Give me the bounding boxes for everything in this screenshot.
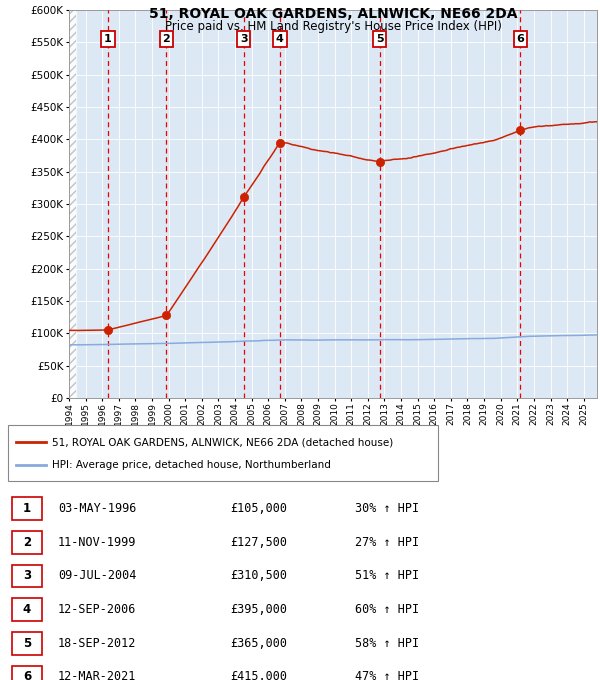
Text: HPI: Average price, detached house, Northumberland: HPI: Average price, detached house, Nort… xyxy=(52,460,331,470)
Bar xyxy=(8,425,438,481)
Text: 09-JUL-2004: 09-JUL-2004 xyxy=(58,569,136,583)
Text: 3: 3 xyxy=(240,34,247,44)
Text: 2: 2 xyxy=(163,34,170,44)
Text: 6: 6 xyxy=(517,34,524,44)
Text: £395,000: £395,000 xyxy=(230,603,287,616)
Text: 5: 5 xyxy=(23,636,31,650)
Text: 47% ↑ HPI: 47% ↑ HPI xyxy=(355,670,419,680)
Bar xyxy=(12,666,42,680)
Text: 51% ↑ HPI: 51% ↑ HPI xyxy=(355,569,419,583)
Text: 51, ROYAL OAK GARDENS, ALNWICK, NE66 2DA (detached house): 51, ROYAL OAK GARDENS, ALNWICK, NE66 2DA… xyxy=(52,437,393,447)
Text: 12-MAR-2021: 12-MAR-2021 xyxy=(58,670,136,680)
Bar xyxy=(69,10,76,398)
Text: 12-SEP-2006: 12-SEP-2006 xyxy=(58,603,136,616)
Text: £105,000: £105,000 xyxy=(230,502,287,515)
Text: 60% ↑ HPI: 60% ↑ HPI xyxy=(355,603,419,616)
Text: 27% ↑ HPI: 27% ↑ HPI xyxy=(355,536,419,549)
Text: £127,500: £127,500 xyxy=(230,536,287,549)
Text: £365,000: £365,000 xyxy=(230,636,287,650)
Text: 2: 2 xyxy=(23,536,31,549)
Text: 6: 6 xyxy=(23,670,31,680)
Text: 03-MAY-1996: 03-MAY-1996 xyxy=(58,502,136,515)
Text: 51, ROYAL OAK GARDENS, ALNWICK, NE66 2DA: 51, ROYAL OAK GARDENS, ALNWICK, NE66 2DA xyxy=(149,7,517,21)
Text: 4: 4 xyxy=(276,34,284,44)
Text: 3: 3 xyxy=(23,569,31,583)
Text: 30% ↑ HPI: 30% ↑ HPI xyxy=(355,502,419,515)
Text: 18-SEP-2012: 18-SEP-2012 xyxy=(58,636,136,650)
Text: Price paid vs. HM Land Registry's House Price Index (HPI): Price paid vs. HM Land Registry's House … xyxy=(164,20,502,33)
Text: 58% ↑ HPI: 58% ↑ HPI xyxy=(355,636,419,650)
Bar xyxy=(69,10,76,398)
Bar xyxy=(12,531,42,554)
Text: £310,500: £310,500 xyxy=(230,569,287,583)
Text: £415,000: £415,000 xyxy=(230,670,287,680)
Text: 1: 1 xyxy=(23,502,31,515)
Text: 5: 5 xyxy=(376,34,383,44)
Bar xyxy=(12,632,42,654)
Text: 11-NOV-1999: 11-NOV-1999 xyxy=(58,536,136,549)
Bar xyxy=(12,598,42,621)
Text: 1: 1 xyxy=(104,34,112,44)
Text: 4: 4 xyxy=(23,603,31,616)
Bar xyxy=(12,498,42,520)
Bar xyxy=(12,564,42,587)
